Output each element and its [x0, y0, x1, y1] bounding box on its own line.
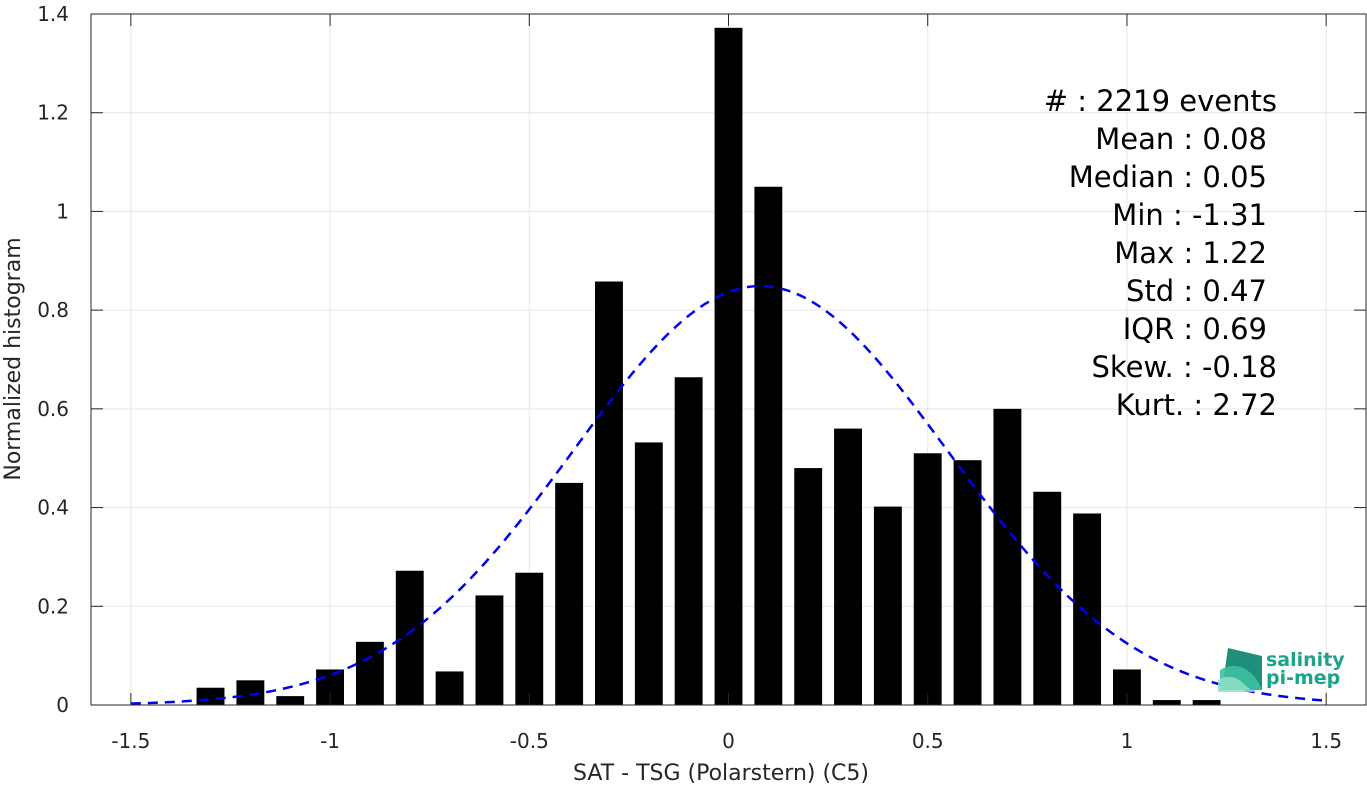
- stats-annotation: # : 2219 events Mean : 0.08 Median : 0.0…: [1044, 84, 1277, 422]
- y-tick-label: 0.6: [37, 397, 69, 421]
- stat-min: Min : -1.31: [1112, 198, 1267, 232]
- stat-std: Std : 0.47: [1126, 274, 1267, 308]
- histogram-bar: [754, 186, 783, 705]
- histogram-bar: [515, 572, 544, 705]
- histogram-bar: [555, 482, 584, 705]
- logo-text-salinity: salinity: [1266, 649, 1345, 671]
- x-tick-label: 0.5: [912, 729, 944, 753]
- histogram-bar: [435, 671, 464, 705]
- stat-events: # : 2219 events: [1044, 84, 1277, 118]
- histogram-bar: [953, 460, 982, 705]
- y-tick-label: 0.4: [37, 496, 69, 520]
- histogram-bar: [634, 442, 663, 705]
- y-tick-label: 1: [56, 199, 69, 223]
- x-tick-label: -0.5: [510, 729, 549, 753]
- y-tick-label: 0.8: [37, 298, 69, 322]
- histogram-bar: [834, 428, 862, 705]
- x-tick-label: 0: [722, 729, 735, 753]
- fit-curve-group: [130, 284, 1327, 705]
- stat-max: Max : 1.22: [1114, 236, 1267, 270]
- stat-kurt: Kurt. : 2.72: [1116, 388, 1277, 422]
- y-axis-label: Normalized histogram: [1, 237, 26, 480]
- histogram-bar: [276, 696, 305, 705]
- histogram-bar: [873, 506, 902, 705]
- histogram-bar: [1073, 513, 1102, 705]
- y-tick-label: 1.4: [37, 2, 69, 26]
- y-tick-labels: 0 0.2 0.4 0.6 0.8 1 1.2 1.4: [37, 2, 69, 717]
- x-axis-label: SAT - TSG (Polarstern) (C5): [573, 761, 869, 785]
- x-tick-label: 1: [1121, 729, 1134, 753]
- histogram-bar: [1033, 491, 1062, 705]
- histogram-bar: [794, 468, 823, 705]
- x-tick-labels: -1.5 -1 -0.5 0 0.5 1 1.5: [111, 729, 1342, 753]
- salinity-pi-mep-logo: salinity pi-mep: [1218, 648, 1345, 692]
- normal-fit-curve: [130, 284, 1327, 705]
- histogram-bar: [595, 281, 623, 705]
- histogram-bar: [674, 377, 703, 705]
- histogram-bar: [913, 453, 942, 705]
- histogram-bar: [395, 570, 424, 705]
- histogram-bar: [475, 595, 504, 705]
- x-tick-label: 1.5: [1310, 729, 1342, 753]
- stat-median: Median : 0.05: [1069, 160, 1267, 194]
- x-tick-label: -1: [320, 729, 340, 753]
- stat-mean: Mean : 0.08: [1095, 122, 1267, 156]
- bars: [196, 27, 1221, 705]
- logo-text-pi-mep: pi-mep: [1266, 667, 1340, 689]
- axes: [90, 13, 1367, 706]
- histogram-bar: [196, 687, 225, 705]
- y-tick-label: 0.2: [37, 594, 69, 618]
- histogram-bar: [993, 408, 1022, 705]
- stat-iqr: IQR : 0.69: [1123, 312, 1267, 346]
- histogram-bar: [1192, 700, 1221, 705]
- wave-logo-icon: [1218, 648, 1262, 692]
- x-tick-label: -1.5: [111, 729, 150, 753]
- stat-skew: Skew. : -0.18: [1091, 350, 1277, 384]
- y-tick-label: 0: [56, 693, 69, 717]
- histogram-bar: [714, 27, 743, 705]
- histogram-bar: [1152, 700, 1181, 705]
- histogram-bar: [236, 680, 265, 705]
- y-tick-label: 1.2: [37, 101, 69, 125]
